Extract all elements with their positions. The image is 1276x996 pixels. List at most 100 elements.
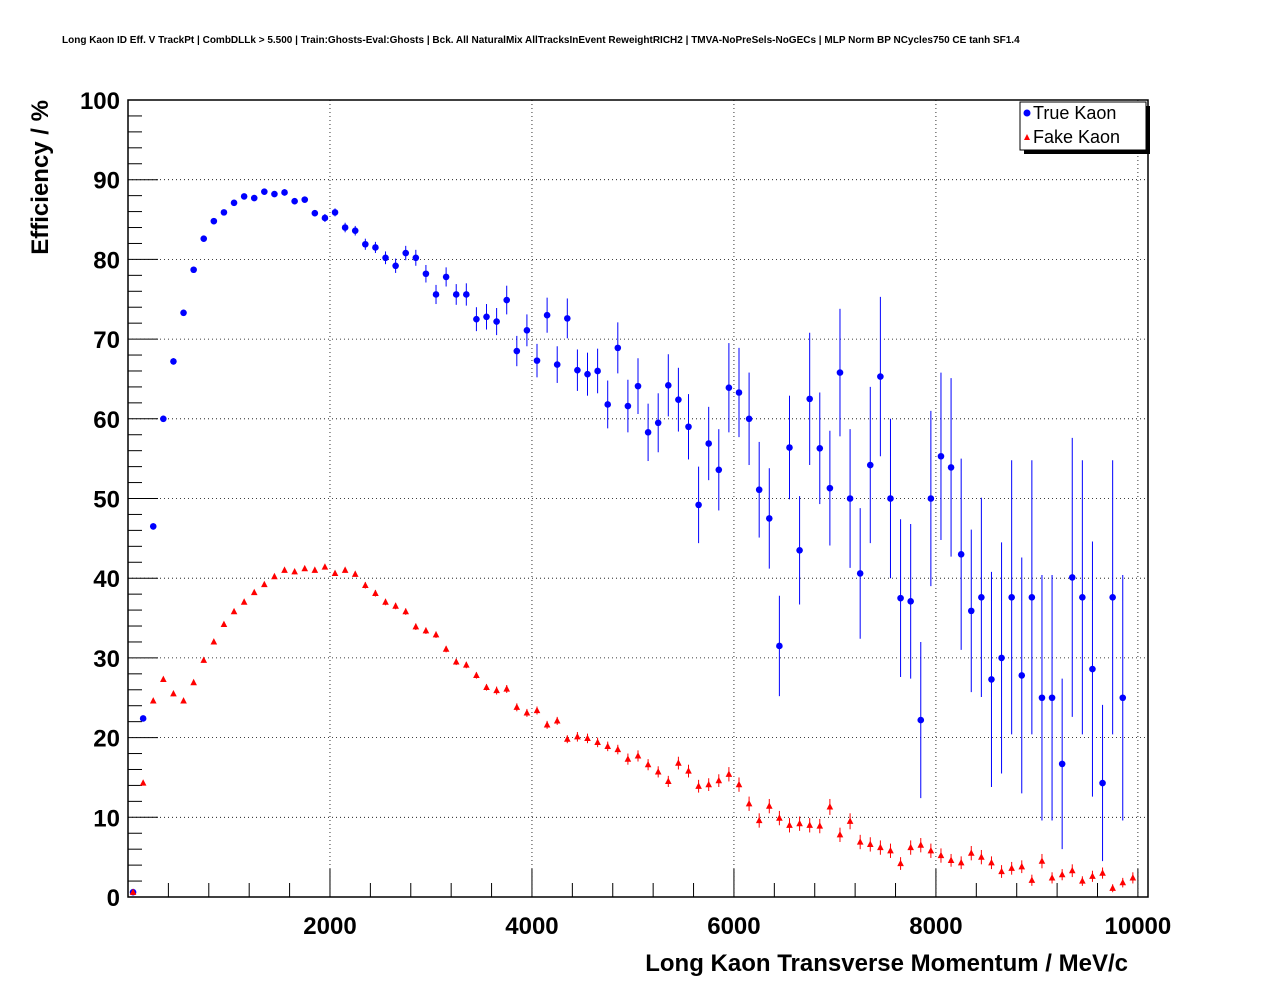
series-fake-kaon [129, 563, 1137, 895]
fake-kaon-point [442, 645, 450, 652]
fake-kaon-point [765, 802, 773, 809]
true-kaon-point [271, 190, 278, 198]
fake-kaon-point [1008, 864, 1015, 871]
true-kaon-point [149, 523, 157, 530]
fake-kaon-point [786, 821, 793, 828]
fake-kaon-point [887, 846, 894, 854]
fake-kaon-point [402, 607, 410, 615]
true-kaon-point [1058, 760, 1066, 768]
true-kaon-point [432, 291, 440, 298]
x-tick-label: 8000 [909, 913, 962, 940]
axis-tick-labels: 2000 4000 6000 8000 10000 0 10 20 30 40 50 60 70 80 90… [80, 88, 1171, 940]
y-tick-label: 50 [93, 487, 120, 514]
fake-kaon-point [594, 738, 601, 745]
fake-kaon-point [937, 851, 945, 859]
fake-kaon-point [301, 564, 309, 572]
true-kaon-point [331, 209, 339, 216]
true-kaon-point [796, 547, 803, 554]
true-kaon-point [402, 249, 410, 257]
true-kaon-point [846, 495, 854, 502]
fake-kaon-point [543, 721, 551, 728]
true-kaon-point [240, 193, 248, 200]
fake-kaon-point [1119, 878, 1127, 886]
true-kaon-point [695, 501, 702, 509]
true-kaon-point [503, 296, 511, 304]
true-kaon-point [452, 291, 460, 298]
fake-kaon-point [685, 767, 692, 774]
y-tick-label: 70 [93, 327, 120, 354]
fake-kaon-point [513, 703, 521, 710]
fake-kaon-point [614, 745, 622, 753]
x-tick-label: 6000 [707, 913, 760, 940]
true-kaon-point [705, 440, 712, 447]
fake-kaon-point [392, 602, 399, 609]
true-kaon-point [604, 401, 612, 408]
grid [128, 99, 1148, 898]
y-tick-label: 0 [107, 885, 120, 912]
fake-kaon-point [220, 620, 228, 628]
fake-kaon-point [412, 623, 420, 630]
true-kaon-point [1038, 694, 1046, 702]
true-kaon-point [967, 607, 975, 615]
true-kaon-point [957, 550, 965, 558]
true-kaon-point [907, 598, 914, 605]
fake-kaon-point [452, 658, 460, 665]
fake-kaon-point [483, 683, 490, 690]
true-kaon-point [139, 715, 147, 722]
true-kaon-point [745, 415, 753, 423]
true-kaon-point [1109, 594, 1116, 601]
fake-kaon-point [695, 782, 702, 789]
true-kaon-point [664, 382, 672, 389]
true-kaon-point [1008, 594, 1015, 601]
true-kaon-point [220, 209, 228, 216]
legend: True Kaon Fake Kaon [1019, 101, 1150, 154]
true-kaon-point [755, 486, 763, 494]
fake-kaon-point [271, 572, 278, 580]
x-axis-label: Long Kaon Transverse Momentum / MeV/c [645, 950, 1128, 977]
fake-kaon-point [1068, 866, 1076, 874]
true-kaon-point [160, 415, 167, 423]
true-kaon-point [523, 327, 531, 334]
true-kaon-point [493, 318, 500, 325]
true-kaon-point [1068, 574, 1076, 581]
true-kaon-point [634, 382, 642, 390]
fake-kaon-point [493, 686, 500, 694]
fake-kaon-point [816, 822, 824, 829]
true-kaon-point [816, 444, 824, 452]
fake-kaon-point [998, 867, 1005, 875]
true-kaon-point [553, 361, 561, 368]
fake-kaon-point [776, 814, 783, 821]
series-true-kaon [129, 188, 1127, 896]
true-kaon-point [735, 389, 743, 396]
fake-kaon-point [856, 838, 864, 845]
fake-kaon-point [1079, 877, 1086, 884]
data-series [129, 188, 1137, 896]
true-kaon-point [382, 254, 389, 262]
fake-kaon-point [725, 770, 733, 777]
fake-kaon-point [432, 630, 440, 638]
fake-kaon-point [281, 566, 288, 573]
y-tick-label: 30 [93, 646, 120, 673]
true-kaon-point [372, 244, 379, 251]
true-kaon-point [321, 214, 329, 222]
true-kaon-point [715, 466, 723, 474]
fake-kaon-point [250, 588, 258, 596]
true-kaon-point [291, 197, 298, 205]
fake-kaon-point [675, 759, 682, 766]
true-kaon-point [1119, 694, 1127, 702]
true-kaon-point [685, 423, 692, 431]
y-tick-label: 40 [93, 566, 120, 593]
true-kaon-point [624, 402, 632, 410]
fake-kaon-point [1038, 857, 1046, 864]
true-kaon-point [776, 642, 783, 650]
fake-kaon-point [463, 661, 470, 668]
true-kaon-point [281, 189, 288, 196]
true-kaon-point [927, 495, 935, 502]
fake-kaon-point [230, 607, 238, 615]
true-kaon-point [533, 357, 541, 364]
true-kaon-point [897, 594, 904, 602]
fake-kaon-point [715, 776, 723, 784]
true-kaon-point [725, 384, 733, 392]
legend-marker-true-kaon [1023, 109, 1031, 117]
fake-kaon-point [190, 678, 197, 686]
